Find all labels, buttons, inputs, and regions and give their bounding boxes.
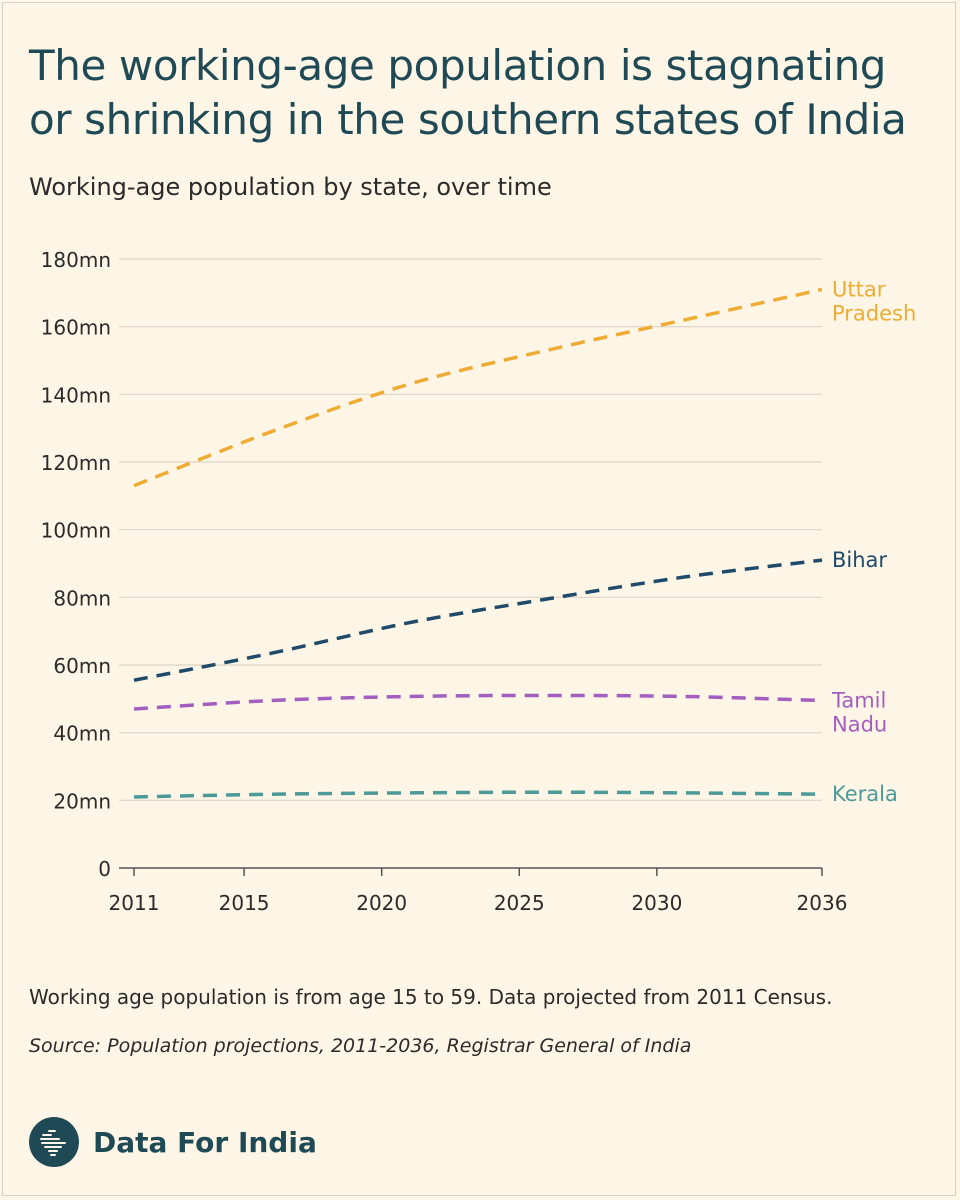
footnote: Working age population is from age 15 to… bbox=[29, 985, 833, 1009]
series-label-uttar-pradesh: Pradesh bbox=[832, 301, 916, 325]
y-tick-label: 160mn bbox=[41, 316, 111, 340]
x-tick-label: 2025 bbox=[494, 891, 545, 915]
x-tick-label: 2015 bbox=[219, 891, 270, 915]
series-label-bihar: Bihar bbox=[832, 548, 887, 572]
series-line-tamil-nadu bbox=[133, 693, 823, 711]
y-tick-label: 140mn bbox=[41, 383, 111, 407]
series-label-tamil-nadu: Nadu bbox=[832, 713, 887, 737]
y-tick-label: 80mn bbox=[53, 586, 111, 610]
source-note: Source: Population projections, 2011-203… bbox=[29, 1035, 692, 1057]
y-tick-label: 180mn bbox=[41, 248, 111, 272]
series-label-kerala: Kerala bbox=[832, 782, 898, 806]
brand: Data For India bbox=[29, 1117, 317, 1167]
y-tick-label: 60mn bbox=[53, 654, 111, 678]
series-line-bihar bbox=[133, 558, 823, 682]
x-tick-label: 2036 bbox=[797, 891, 848, 915]
chart-subtitle: Working-age population by state, over ti… bbox=[29, 173, 552, 201]
y-tick-label: 40mn bbox=[53, 722, 111, 746]
series-label-uttar-pradesh: Uttar bbox=[832, 277, 886, 301]
y-tick-label: 0 bbox=[98, 857, 111, 881]
x-tick-label: 2011 bbox=[109, 891, 160, 915]
y-tick-label: 120mn bbox=[41, 451, 111, 475]
x-tick-label: 2030 bbox=[631, 891, 682, 915]
brand-name: Data For India bbox=[93, 1125, 317, 1159]
y-tick-label: 100mn bbox=[41, 519, 111, 543]
series-line-uttar-pradesh bbox=[133, 287, 823, 488]
line-chart: 0 20mn 40mn 60mn 80mn 100mn 120mn 140mn 160mn 180… bbox=[41, 248, 917, 915]
chart-title: The working-age population is stagnating… bbox=[29, 41, 907, 144]
x-tick-label: 2020 bbox=[356, 891, 407, 915]
y-tick-label: 20mn bbox=[53, 789, 111, 813]
series-label-tamil-nadu: Tamil bbox=[831, 689, 886, 713]
series-line-kerala bbox=[133, 790, 823, 799]
india-map-logo-icon bbox=[29, 1117, 79, 1167]
